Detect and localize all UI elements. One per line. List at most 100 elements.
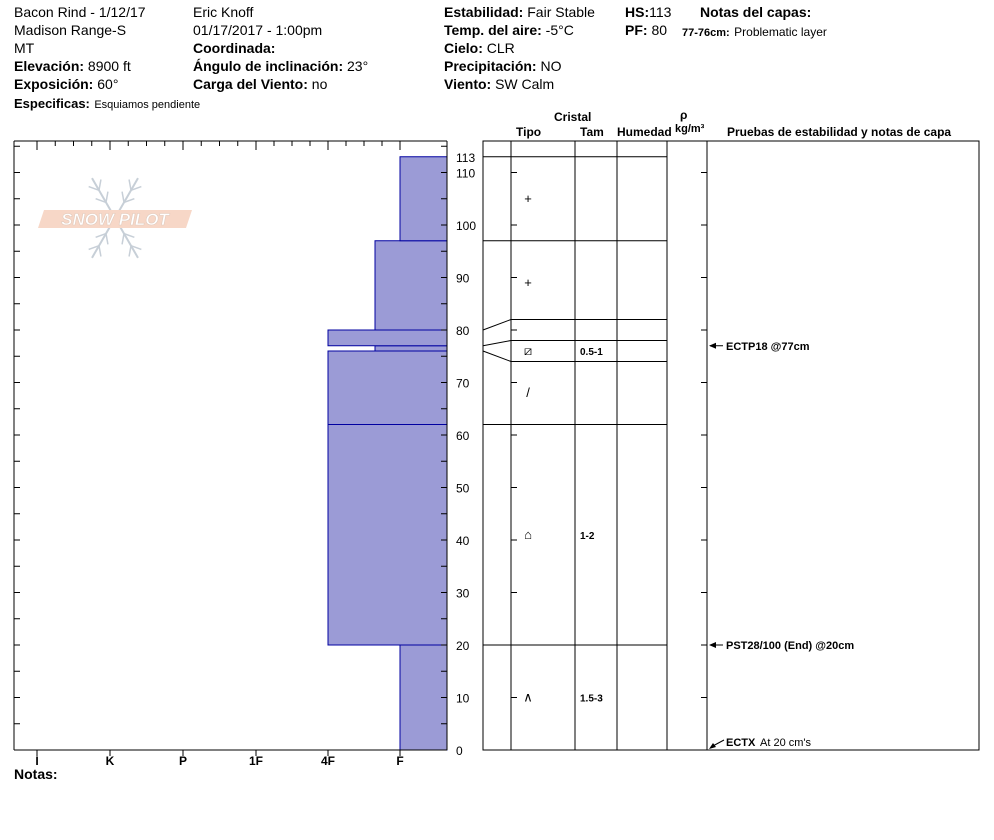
hs-value: 113	[649, 4, 672, 20]
air-temp-value: -5°C	[545, 22, 574, 38]
tests-header: Pruebas de estabilidad y notas de capa	[727, 125, 952, 139]
layer-note: 77-76cm: Problematic layer	[682, 24, 827, 40]
layer-connector	[482, 350, 512, 362]
hardness-label-K: K	[106, 754, 115, 768]
wind-label: Viento:	[444, 76, 492, 92]
hardness-label-4F: 4F	[321, 754, 335, 768]
specifics-label: Especificas:	[14, 96, 90, 111]
height-label-70: 70	[456, 377, 470, 391]
pf-value: 80	[651, 22, 668, 38]
density-symbol: ρ	[680, 108, 688, 122]
hardness-layer	[399, 644, 448, 751]
slope-angle-value: 23°	[347, 58, 369, 74]
hardness-label-I: I	[35, 754, 38, 768]
state-name: MT	[14, 40, 35, 56]
height-label-80: 80	[456, 324, 470, 338]
wind-load-label: Carga del Viento:	[193, 76, 308, 92]
hardness-layer	[374, 240, 448, 331]
hardness-layer	[327, 329, 448, 347]
height-label-30: 30	[456, 587, 470, 601]
height-label-10: 10	[456, 692, 470, 706]
snowflake-branch	[95, 197, 107, 204]
snowflake-branch	[123, 197, 135, 204]
snowflake-branch	[95, 232, 107, 239]
height-label-110: 110	[456, 167, 475, 181]
snowflake-branch	[98, 245, 102, 257]
aspect-label: Exposición:	[14, 76, 94, 92]
precip-label: Precipitación:	[444, 58, 537, 74]
stability-label: Estabilidad:	[444, 4, 524, 20]
test-result: PST28/100 (End) @20cm	[726, 640, 854, 652]
specifics: Especificas: Esquiamos pendiente	[14, 96, 200, 112]
slope-angle-label: Ángulo de inclinación:	[193, 58, 344, 74]
snowflake-branch	[130, 185, 142, 191]
height-label-90: 90	[456, 272, 470, 286]
snowflake-branch	[88, 245, 100, 251]
height-label-113: 113	[456, 151, 475, 165]
coordinate-label: Coordinada:	[193, 40, 276, 56]
snowflake-branch	[88, 185, 100, 191]
hardness-label-P: P	[179, 754, 187, 768]
layer-note-text: Problematic layer	[734, 25, 827, 39]
hs-label: HS:	[625, 4, 650, 20]
layer-note-range: 77-76cm:	[682, 27, 730, 39]
hardness-layer	[327, 350, 448, 425]
elevation-value: 8900 ft	[87, 58, 131, 74]
wind-load: Carga del Viento: no	[193, 77, 327, 91]
snowflake-branch	[121, 191, 125, 203]
hardness-label-1F: 1F	[249, 754, 263, 768]
logo-text: SNOW PILOT	[61, 210, 170, 229]
test-result: ECTX	[726, 737, 756, 749]
crystal-type-symbol: ⌂	[524, 527, 532, 542]
sky: Cielo: CLR	[444, 41, 515, 55]
snowflake-branch	[130, 245, 142, 251]
wind-load-value: no	[311, 76, 328, 92]
precipitation: Precipitación: NO	[444, 59, 561, 73]
snow-height: HS:113	[625, 5, 671, 19]
hardness-layer	[374, 345, 448, 352]
height-label-60: 60	[456, 429, 470, 443]
logo-banner	[38, 210, 192, 228]
snowflake-branch	[128, 245, 132, 257]
test-result: ECTP18 @77cm	[726, 341, 810, 353]
snowflake-branch	[105, 191, 109, 203]
crystal-type-symbol: /	[526, 385, 530, 400]
stability: Estabilidad: Fair Stable	[444, 5, 595, 19]
notes-label: Notas:	[14, 766, 58, 782]
sky-label: Cielo:	[444, 40, 483, 56]
layer-notes-label: Notas del capas:	[700, 4, 812, 20]
height-label-50: 50	[456, 482, 470, 496]
snowflake-branch	[98, 179, 102, 191]
air-temp: Temp. del aire: -5°C	[444, 23, 574, 37]
hardness-layer	[399, 156, 448, 242]
air-temp-label: Temp. del aire:	[444, 22, 542, 38]
aspect-value: 60°	[97, 76, 119, 92]
observer: Eric Knoff	[193, 4, 254, 20]
layer-table-frame	[482, 140, 980, 751]
snowpilot-logo: SNOW PILOT	[38, 177, 192, 259]
crystal-type-symbol: +	[524, 275, 532, 290]
pf-label: PF:	[625, 22, 648, 38]
elevation: Elevación: 8900 ft	[14, 59, 131, 73]
moisture-header: Humedad	[617, 125, 672, 139]
test-arrow-head	[709, 342, 716, 349]
wind: Viento: SW Calm	[444, 77, 554, 91]
crystal-header: Cristal	[554, 110, 592, 124]
hardness-label-F: F	[396, 754, 403, 768]
specifics-value: Esquiamos pendiente	[94, 99, 201, 111]
layer-connector	[482, 340, 512, 347]
site-name: Bacon Rind - 1/12/17	[14, 4, 146, 20]
snowflake-branch	[105, 233, 109, 245]
type-header: Tipo	[516, 125, 542, 139]
hardness-layer	[327, 424, 448, 646]
height-label-40: 40	[456, 534, 470, 548]
slope-angle: Ángulo de inclinación: 23°	[193, 59, 368, 73]
wind-value: SW Calm	[495, 76, 555, 92]
datetime: 01/17/2017 - 1:00pm	[193, 22, 323, 38]
crystal-type-symbol: ⧄	[524, 343, 532, 358]
height-label-0: 0	[456, 744, 463, 758]
range-name: Madison Range-S	[14, 22, 127, 38]
test-arrow-head	[709, 642, 716, 648]
crystal-size: 1-2	[580, 531, 595, 542]
